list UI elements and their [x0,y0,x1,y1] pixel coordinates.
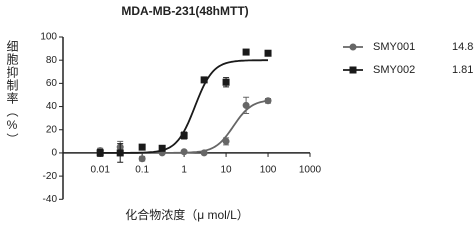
legend-marker [349,66,357,74]
point [200,149,208,157]
y-tick-label: 100 [40,32,57,43]
x-tick-label: 0.1 [135,165,149,176]
point [158,144,166,152]
legend-label: SMY002 [373,64,415,76]
chart-title: MDA-MB-231(48hMTT) [121,4,248,18]
fit-curve [100,99,269,154]
point [116,149,124,157]
y-tick-label: -40 [43,194,58,205]
chart-page: MDA-MB-231(48hMTT) 化合物浓度（μ mol/L） -40 -20… [5,4,474,222]
x-tick-label: 1000 [299,165,322,176]
legend-label: SMY001 [373,41,415,53]
point [222,137,230,145]
legend-ic50: 1.81 [452,64,473,76]
point [138,143,146,151]
point [96,149,104,157]
point [264,49,272,57]
legend-ic50: 14.88 [452,41,474,53]
fit-curve [100,59,268,154]
y-tick-label: 80 [46,55,58,66]
point [180,148,188,156]
y-tick-label: 40 [46,101,58,112]
point [264,97,272,105]
point [242,101,250,109]
x-tick-label: 1 [181,165,187,176]
y-tick-label: 0 [51,148,57,159]
y-tick-label: 60 [46,78,58,89]
y-axis-label: 细胞抑制率（%） [5,40,19,146]
x-tick-label: 10 [221,165,233,176]
x-tick-label: 0.01 [90,165,110,176]
y-tick-label: 20 [46,124,58,135]
chart: MDA-MB-231(48hMTT) 化合物浓度（μ mol/L） -40 -20… [40,4,474,222]
point [242,48,250,56]
point [180,132,188,140]
x-axis-label: 化合物浓度（μ mol/L） [125,207,249,222]
legend-marker [349,43,357,51]
point [222,78,230,86]
point [200,76,208,84]
point [138,155,146,163]
y-tick-label: -20 [43,171,58,182]
x-tick-label: 100 [260,165,277,176]
